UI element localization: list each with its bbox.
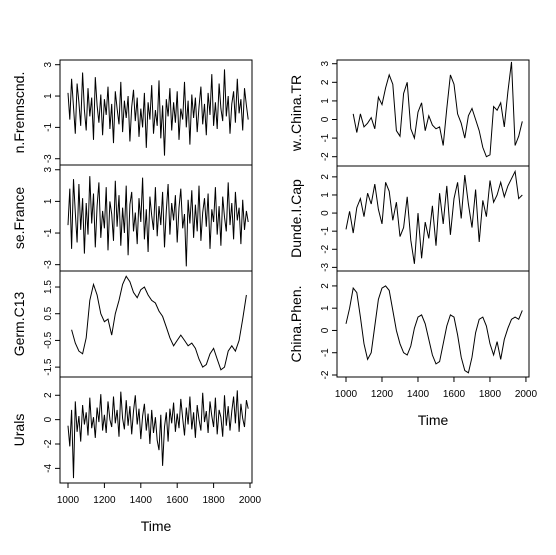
y-tick-label: -2 [320, 152, 331, 161]
y-axis-label: n.Frennscnd. [11, 72, 27, 154]
x-tick-label: 2000 [515, 389, 538, 400]
y-axis-label: Dunde.I.Cap [288, 179, 304, 258]
series-line [67, 390, 249, 479]
y-tick-label: -2 [43, 439, 54, 448]
y-tick-label: -4 [43, 464, 54, 473]
x-tick-label: 1800 [202, 495, 225, 506]
series-line [345, 285, 523, 374]
y-tick-label: -1 [320, 348, 331, 357]
series-line [67, 176, 249, 267]
x-tick-label: 1200 [93, 495, 116, 506]
x-tick-label: 1400 [407, 389, 430, 400]
y-tick-label: 2 [43, 392, 54, 398]
y-tick-label: 1.5 [43, 280, 54, 294]
y-tick-label: 3 [320, 61, 331, 67]
y-tick-label: 3 [43, 61, 54, 67]
y-axis-label: w..China.TR [288, 75, 304, 152]
y-tick-label: 2 [320, 283, 331, 289]
y-axis-label: China.Phen. [288, 285, 304, 362]
y-tick-label: -3 [43, 154, 54, 163]
y-tick-label: -3 [320, 263, 331, 272]
series-line [352, 61, 523, 158]
panel-frame [59, 270, 253, 378]
y-tick-label: -2 [320, 370, 331, 379]
series-line [345, 169, 523, 264]
y-tick-label: -1 [320, 133, 331, 142]
y-tick-label: 0 [320, 327, 331, 333]
y-tick-label: 1 [320, 192, 331, 198]
panel-frame [336, 165, 530, 272]
x-tick-label: 1400 [130, 495, 153, 506]
y-tick-label: 2 [320, 174, 331, 180]
y-tick-label: 1 [320, 305, 331, 311]
y-tick-label: 3 [43, 167, 54, 173]
y-tick-label: -1 [43, 123, 54, 132]
y-tick-label: 1 [43, 93, 54, 99]
y-tick-label: 0 [320, 116, 331, 122]
y-axis-label: Germ.C13 [11, 292, 27, 357]
x-axis-label: Time [141, 518, 172, 534]
x-tick-label: 1800 [479, 389, 502, 400]
y-tick-label: 0.5 [43, 306, 54, 320]
y-tick-label: 1 [43, 198, 54, 204]
y-tick-label: 2 [320, 79, 331, 85]
y-tick-label: -1.5 [43, 358, 54, 376]
y-tick-label: -1 [43, 228, 54, 237]
x-tick-label: 1600 [166, 495, 189, 506]
series-line [67, 69, 249, 156]
y-tick-label: 0 [43, 416, 54, 422]
x-tick-label: 1600 [443, 389, 466, 400]
y-tick-label: 0 [320, 210, 331, 216]
y-tick-label: -1 [320, 226, 331, 235]
x-tick-label: 1000 [335, 389, 358, 400]
y-tick-label: -3 [43, 260, 54, 269]
x-tick-label: 2000 [239, 495, 262, 506]
panel-frame [336, 270, 530, 378]
panel-frame [336, 59, 530, 167]
x-axis-label: Time [418, 412, 449, 428]
y-tick-label: -2 [320, 244, 331, 253]
x-tick-label: 1200 [371, 389, 394, 400]
y-tick-label: -0.5 [43, 331, 54, 349]
series-line [71, 275, 247, 371]
x-tick-label: 1000 [57, 495, 80, 506]
y-tick-label: 1 [320, 98, 331, 104]
y-axis-label: Urals [11, 414, 27, 447]
panel-frame [59, 376, 253, 484]
y-axis-label: se.France [11, 187, 27, 249]
